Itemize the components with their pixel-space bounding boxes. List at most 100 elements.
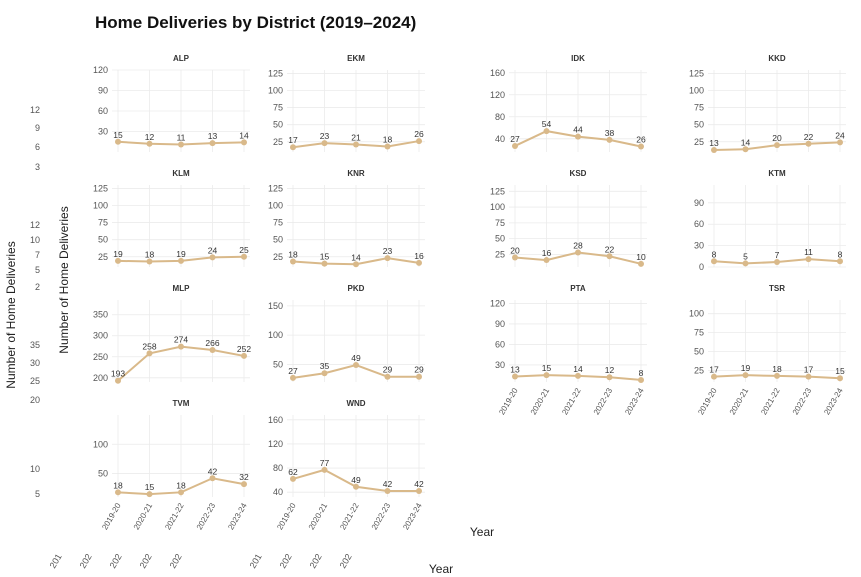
data-point: [638, 260, 644, 267]
ghost-x-axis-title: Year: [429, 562, 453, 576]
data-label: 18: [383, 135, 393, 145]
y-tick-label: 75: [273, 103, 283, 113]
facet-title: TVM: [173, 399, 190, 408]
ghost-y-axis-title: Number of Home Deliveries: [4, 241, 18, 388]
x-tick-label: 2019-20: [275, 501, 298, 531]
data-label: 16: [542, 248, 552, 258]
data-point: [543, 257, 550, 264]
data-label: 17: [709, 365, 719, 375]
y-tick-label: 40: [273, 487, 283, 497]
facet-title: KKD: [768, 54, 786, 63]
y-tick-label: 0: [699, 262, 704, 272]
data-point: [606, 136, 613, 143]
x-tick-label: 2023-24: [623, 386, 646, 416]
data-label: 14: [573, 364, 583, 374]
data-label: 18: [176, 480, 186, 490]
y-tick-label: 25: [273, 137, 283, 147]
y-tick-label: 50: [694, 347, 704, 357]
y-tick-label: 60: [694, 219, 704, 229]
x-tick-label: 2022-23: [370, 501, 393, 531]
data-point: [742, 372, 749, 379]
x-tick-label: 2023-24: [822, 386, 845, 416]
data-point: [416, 373, 422, 380]
y-tick-label: 90: [495, 319, 505, 329]
data-point: [321, 260, 328, 267]
facet-title: EKM: [347, 54, 365, 63]
data-point: [178, 343, 184, 350]
data-label: 13: [709, 138, 719, 148]
ghost-tick-label: 3: [35, 162, 40, 172]
y-tick-label: 50: [273, 120, 283, 130]
data-point: [209, 475, 216, 482]
data-label: 15: [542, 363, 552, 373]
y-axis-title: Number of Home Deliveries: [57, 206, 71, 353]
data-label: 42: [383, 479, 393, 489]
data-point: [115, 377, 121, 384]
data-point: [512, 373, 518, 380]
data-point: [290, 374, 296, 381]
data-point: [178, 141, 184, 148]
chart-title: Home Deliveries by District (2019–2024): [95, 13, 416, 32]
data-label: 29: [383, 365, 393, 375]
data-label: 13: [208, 131, 218, 141]
x-tick-label: 2019-20: [100, 501, 123, 531]
data-label: 17: [804, 365, 814, 375]
data-point: [543, 128, 550, 135]
data-point: [146, 350, 153, 357]
data-label: 15: [835, 366, 845, 376]
y-tick-label: 25: [694, 137, 704, 147]
y-tick-label: 120: [93, 65, 108, 75]
x-axis-title: Year: [470, 525, 494, 539]
data-point: [575, 372, 581, 379]
facet-title: IDK: [571, 54, 585, 63]
ghost-tick-label: 2: [35, 282, 40, 292]
ghost-tick-label: 10: [30, 464, 40, 474]
data-label: 77: [320, 458, 330, 468]
data-point: [115, 489, 121, 496]
data-label: 14: [351, 252, 361, 262]
data-point: [384, 255, 391, 262]
ghost-x-tick-label: 202: [138, 552, 154, 570]
facet-ekm: EKM 25 50 75 100 125 17 23 21 18 26: [268, 54, 425, 152]
data-point: [321, 370, 328, 377]
data-point: [241, 253, 247, 260]
data-point: [384, 373, 391, 380]
facet-title: WND: [346, 399, 365, 408]
data-point: [146, 491, 153, 498]
y-tick-label: 120: [490, 90, 505, 100]
data-point: [146, 140, 153, 147]
y-tick-label: 120: [268, 439, 283, 449]
data-label: 18: [288, 250, 298, 260]
y-tick-label: 75: [273, 218, 283, 228]
y-tick-label: 80: [273, 463, 283, 473]
ghost-tick-label: 5: [35, 489, 40, 499]
y-tick-label: 75: [495, 218, 505, 228]
facet-idk: IDK 40 80 120 160 27 54 44 38 26: [490, 54, 647, 152]
data-label: 11: [177, 132, 186, 142]
data-point: [805, 373, 812, 380]
y-tick-label: 50: [273, 359, 283, 369]
y-tick-label: 90: [694, 198, 704, 208]
y-tick-label: 300: [93, 331, 108, 341]
facet-pkd: PKD 50 100 150 27 35 49 29 29: [268, 284, 425, 382]
data-label: 38: [605, 128, 615, 138]
y-tick-label: 250: [93, 352, 108, 362]
y-tick-label: 50: [694, 120, 704, 130]
data-point: [241, 352, 247, 359]
y-tick-label: 100: [490, 202, 505, 212]
x-tick-label: 2021-22: [560, 386, 583, 416]
data-label: 7: [775, 250, 780, 260]
data-point: [512, 142, 518, 149]
facet-knr: KNR 25 50 75 100 125 18 15 14 23 16: [268, 169, 425, 268]
ghost-x-tick-label: 202: [168, 552, 184, 570]
y-tick-label: 60: [98, 106, 108, 116]
y-tick-label: 75: [694, 328, 704, 338]
data-point: [837, 258, 843, 265]
data-label: 19: [176, 249, 186, 259]
data-label: 27: [510, 134, 520, 144]
y-tick-label: 90: [98, 86, 108, 96]
data-label: 19: [741, 363, 751, 373]
data-label: 8: [639, 368, 644, 378]
data-label: 258: [142, 341, 156, 351]
